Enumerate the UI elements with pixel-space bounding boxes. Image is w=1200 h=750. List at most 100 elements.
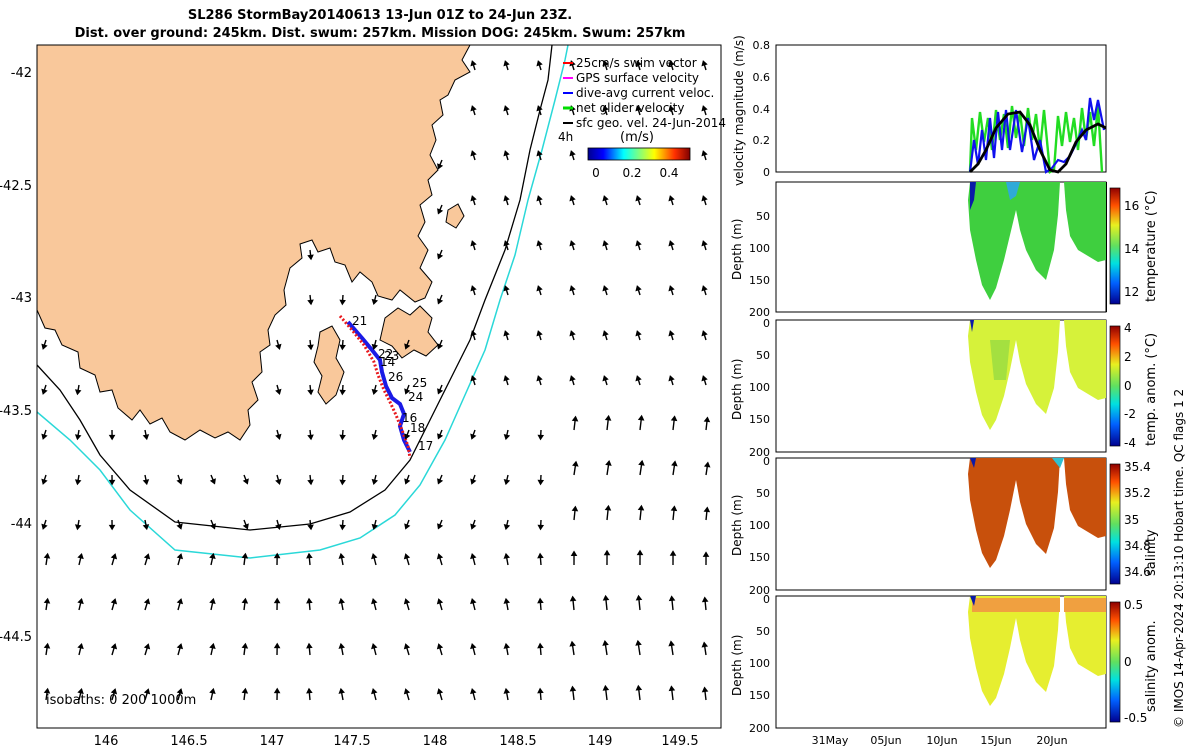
velocity-arrow-head xyxy=(668,375,675,382)
svg-text:0.8: 0.8 xyxy=(753,39,771,52)
velocity-arrow-head xyxy=(701,105,708,112)
svg-text:-42: -42 xyxy=(11,66,32,81)
velocity-arrow-head xyxy=(437,343,444,350)
velocity-arrow-head xyxy=(306,642,313,649)
velocity-arrow-head xyxy=(77,597,84,605)
svg-text:-0.5: -0.5 xyxy=(1124,711,1147,725)
salinity-anomaly-section xyxy=(968,596,1060,706)
velocity-arrow-head xyxy=(437,163,444,170)
velocity-arrow-head xyxy=(41,433,48,440)
velocity-arrow-head xyxy=(41,343,48,350)
velocity-arrow-head xyxy=(77,642,84,650)
velocity-arrow-head xyxy=(275,388,282,395)
day-label: 24 xyxy=(408,390,423,404)
velocity-arrow-head xyxy=(604,504,612,511)
velocity-arrow-head xyxy=(470,330,477,337)
velocity-arrow-head xyxy=(307,524,314,531)
velocity-arrow-head xyxy=(241,552,249,559)
svg-text:100: 100 xyxy=(749,242,770,255)
velocity-arrow-head xyxy=(74,389,82,396)
velocity-arrow-head xyxy=(668,105,675,112)
velocity-arrow-head xyxy=(339,299,346,306)
velocity-arrow-head xyxy=(635,684,643,691)
svg-text:0: 0 xyxy=(763,593,770,606)
velocity-arrow-head xyxy=(41,478,48,485)
velocity-arrow-head xyxy=(470,643,477,650)
velocity-arrow-head xyxy=(503,687,511,694)
velocity-arrow-head xyxy=(670,505,678,512)
velocity-arrow-head xyxy=(176,553,184,560)
velocity-arrow-head xyxy=(701,150,708,157)
salinity-ylabel: Depth (m) xyxy=(730,494,744,556)
velocity-arrow-head xyxy=(569,285,576,292)
velocity-arrow-head xyxy=(437,478,444,485)
svg-text:05Jun: 05Jun xyxy=(870,734,901,747)
velocity-arrow-head xyxy=(569,640,576,647)
velocity-arrow-head xyxy=(371,298,379,306)
velocity-arrow-head xyxy=(636,549,644,556)
land-tasmania xyxy=(37,45,471,441)
velocity-arrow-head xyxy=(110,688,118,695)
velocity-arrow-head xyxy=(569,240,576,247)
velocity-arrow-head xyxy=(338,687,345,694)
panel-salinity-anomaly: 0 50 100 150 200 0.5 0 -0.5 xyxy=(749,593,1147,735)
velocity-arrow-head xyxy=(143,598,151,605)
velocity-arrow-head xyxy=(503,434,511,441)
velocity-arrow-head xyxy=(209,552,216,559)
legend-item-swim-vector: 25cm/s swim vector xyxy=(576,56,697,70)
velocity-arrow-head xyxy=(404,388,411,395)
velocity-arrow-head xyxy=(602,60,609,67)
temp-anomaly-colorbar-label: temp. anom. (°C) xyxy=(1144,332,1159,446)
temperature-colorbar-label: temperature (°C) xyxy=(1144,190,1159,302)
velocity-arrow-head xyxy=(339,434,346,441)
svg-text:150: 150 xyxy=(749,274,770,287)
velocity-arrow-head xyxy=(602,285,609,292)
day-label: 17 xyxy=(418,439,433,453)
velocity-arrow-head xyxy=(307,254,314,261)
svg-text:34.8: 34.8 xyxy=(1124,539,1151,553)
velocity-arrow-head xyxy=(339,524,346,531)
velocity-arrow-head xyxy=(635,285,642,292)
velocity-arrow-head xyxy=(536,375,543,382)
velocity-arrow-head xyxy=(537,552,544,559)
velocity-arrow-head xyxy=(242,523,249,530)
velocity-arrow-head xyxy=(143,688,151,695)
velocity-arrow-head xyxy=(635,330,642,337)
velocity-arrow-head xyxy=(503,524,511,531)
temperature-ylabel: Depth (m) xyxy=(730,218,744,280)
velocity-arrow-head xyxy=(371,598,378,605)
velocity-arrow-head xyxy=(703,461,711,468)
velocity-arrow-head xyxy=(503,285,510,292)
velocity-arrow-head xyxy=(602,684,610,691)
svg-text:150: 150 xyxy=(749,551,770,564)
velocity-arrow-head xyxy=(108,434,116,441)
velocity-arrow-head xyxy=(110,643,118,650)
svg-text:0: 0 xyxy=(1124,655,1132,669)
velocity-arrow-head xyxy=(77,552,84,560)
surface-geostrophic-velocity-arrows xyxy=(41,60,711,701)
velocity-arrow-head xyxy=(635,240,642,247)
svg-text:-44: -44 xyxy=(11,517,32,532)
salinity-section xyxy=(968,458,1060,568)
speed-colorbar xyxy=(587,147,691,161)
velocity-arrow-head xyxy=(371,433,379,441)
svg-text:146: 146 xyxy=(94,734,119,749)
svg-text:200: 200 xyxy=(749,306,770,319)
velocity-arrow-head xyxy=(74,524,82,531)
velocity-arrow-head xyxy=(306,687,313,694)
dive-avg-velocity-series xyxy=(968,97,1106,174)
velocity-arrow-head xyxy=(571,505,579,512)
velocity-arrow-head xyxy=(241,687,249,694)
svg-text:-42.5: -42.5 xyxy=(0,179,32,194)
velocity-arrow-head xyxy=(536,60,543,67)
velocity-arrow-head xyxy=(701,195,708,202)
velocity-arrow-head xyxy=(537,434,545,441)
velocity-arrow-head xyxy=(77,687,84,695)
day-label: 21 xyxy=(352,314,367,328)
svg-text:150: 150 xyxy=(749,413,770,426)
svg-text:0: 0 xyxy=(763,317,770,330)
svg-text:100: 100 xyxy=(749,657,770,670)
velocity-arrow-head xyxy=(668,640,675,647)
legend-item-gps-velocity: GPS surface velocity xyxy=(576,71,699,85)
velocity-arrow-head xyxy=(537,687,544,694)
